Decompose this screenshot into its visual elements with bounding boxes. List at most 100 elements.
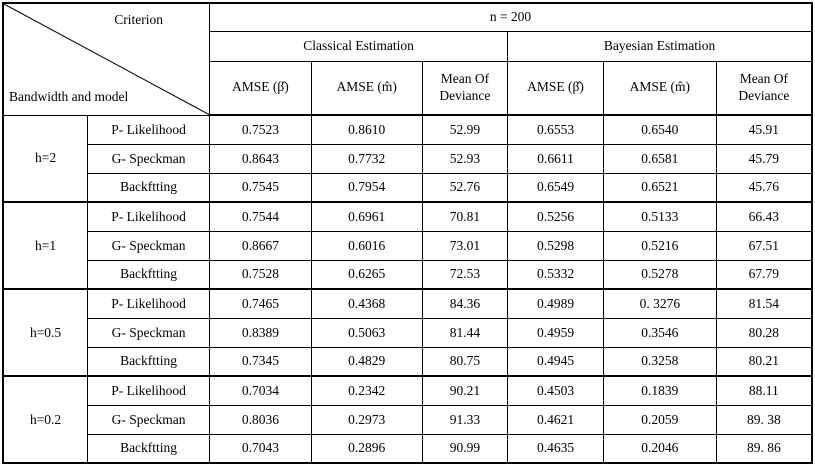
bandwidth-cell: h=0.2 xyxy=(2,375,89,464)
model-cell: G- Speckman xyxy=(87,404,211,435)
value-cell: 0.4959 xyxy=(507,317,604,348)
value-cell: 0.8389 xyxy=(209,317,312,348)
value-cell: 0.6581 xyxy=(602,143,717,174)
n-header-cell: n = 200 xyxy=(209,2,813,32)
value-cell: 45.91 xyxy=(715,114,813,145)
value-cell: 0.7528 xyxy=(209,259,312,290)
diagonal-line xyxy=(4,4,209,115)
value-cell: 89. 86 xyxy=(715,433,813,464)
value-cell: 0.5256 xyxy=(507,201,604,232)
value-cell: 0.5278 xyxy=(602,259,717,290)
classical-estimation-header: Classical Estimation xyxy=(209,30,509,62)
header-row-columns: AMSE (β̂) AMSE (m̂) Mean Of Deviance AMSE (… xyxy=(3,60,813,116)
value-cell: 0.6611 xyxy=(507,143,604,174)
value-cell: 81.44 xyxy=(421,317,509,348)
value-cell: 0.4989 xyxy=(507,288,604,319)
value-cell: 81.54 xyxy=(715,288,813,319)
col-header: AMSE (β̂) xyxy=(507,60,604,116)
value-cell: 67.51 xyxy=(715,230,813,261)
value-cell: 0.4368 xyxy=(310,288,423,319)
value-cell: 0. 3276 xyxy=(602,288,717,319)
table-row: Backftting 0.7345 0.4829 80.75 0.4945 0.3258 8… xyxy=(3,346,813,377)
table-row: G- Speckman 0.8389 0.5063 81.44 0.4959 0.3546… xyxy=(3,317,813,348)
value-cell: 0.1839 xyxy=(602,375,717,406)
col-header: Mean Of Deviance xyxy=(421,60,509,116)
value-cell: 70.81 xyxy=(421,201,509,232)
value-cell: 0.5063 xyxy=(310,317,423,348)
value-cell: 0.8036 xyxy=(209,404,312,435)
col-header: AMSE (m̂) xyxy=(602,60,717,116)
model-cell: P- Likelihood xyxy=(87,201,211,232)
value-cell: 89. 38 xyxy=(715,404,813,435)
model-cell: P- Likelihood xyxy=(87,288,211,319)
value-cell: 73.01 xyxy=(421,230,509,261)
table-row: h=0.2 P- Likelihood 0.7034 0.2342 90.21 0.450… xyxy=(2,375,813,464)
bandwidth-cell: h=0.5 xyxy=(2,288,89,377)
value-cell: 0.6521 xyxy=(602,172,717,203)
value-cell: 0.7544 xyxy=(209,201,312,232)
value-cell: 80.28 xyxy=(715,317,813,348)
value-cell: 0.6553 xyxy=(507,114,604,145)
col-header: AMSE (β̂) xyxy=(209,60,312,116)
bayesian-estimation-header: Bayesian Estimation xyxy=(507,30,813,62)
value-cell: 0.7345 xyxy=(209,346,312,377)
value-cell: 52.76 xyxy=(421,172,509,203)
model-cell: G- Speckman xyxy=(87,317,211,348)
value-cell: 0.7732 xyxy=(310,143,423,174)
value-cell: 90.99 xyxy=(421,433,509,464)
value-cell: 0.7545 xyxy=(209,172,312,203)
table-row: G- Speckman 0.8036 0.2973 91.33 0.4621 0.2059… xyxy=(3,404,813,435)
value-cell: 0.5332 xyxy=(507,259,604,290)
value-cell: 52.93 xyxy=(421,143,509,174)
table-row: G- Speckman 0.8643 0.7732 52.93 0.6611 0.6581… xyxy=(3,143,813,174)
value-cell: 80.75 xyxy=(421,346,509,377)
table-row: Backftting 0.7545 0.7954 52.76 0.6549 0.6521 4… xyxy=(3,172,813,203)
value-cell: 0.6961 xyxy=(310,201,423,232)
criterion-label: Criterion xyxy=(114,12,164,27)
value-cell: 0.7043 xyxy=(209,433,312,464)
value-cell: 0.4635 xyxy=(507,433,604,464)
value-cell: 0.4621 xyxy=(507,404,604,435)
value-cell: 88.11 xyxy=(715,375,813,406)
value-cell: 0.7465 xyxy=(209,288,312,319)
value-cell: 0.7034 xyxy=(209,375,312,406)
model-cell: Backftting xyxy=(87,172,211,203)
corner-cell: Criterion Bandwidth and model xyxy=(2,2,211,116)
value-cell: 0.6549 xyxy=(507,172,604,203)
bandwidth-model-label: Bandwidth and model xyxy=(9,88,129,104)
value-cell: 91.33 xyxy=(421,404,509,435)
value-cell: 0.3546 xyxy=(602,317,717,348)
model-cell: Backftting xyxy=(87,433,211,464)
bandwidth-cell: h=1 xyxy=(2,201,89,290)
value-cell: 0.2896 xyxy=(310,433,423,464)
value-cell: 0.2046 xyxy=(602,433,717,464)
value-cell: 67.79 xyxy=(715,259,813,290)
value-cell: 0.6540 xyxy=(602,114,717,145)
model-cell: P- Likelihood xyxy=(87,375,211,406)
value-cell: 52.99 xyxy=(421,114,509,145)
bandwidth-cell: h=2 xyxy=(2,114,89,203)
value-cell: 0.2059 xyxy=(602,404,717,435)
table-row: h=1 P- Likelihood 0.7544 0.6961 70.81 0.5256 0… xyxy=(2,201,813,290)
value-cell: 0.5298 xyxy=(507,230,604,261)
value-cell: 0.7523 xyxy=(209,114,312,145)
model-cell: Backftting xyxy=(87,259,211,290)
value-cell: 0.7954 xyxy=(310,172,423,203)
table-row: Backftting 0.7528 0.6265 72.53 0.5332 0.5278 6… xyxy=(3,259,813,290)
value-cell: 0.2973 xyxy=(310,404,423,435)
value-cell: 45.79 xyxy=(715,143,813,174)
table-row: Backftting 0.7043 0.2896 90.99 0.4635 0.2046 8… xyxy=(3,433,813,464)
value-cell: 45.76 xyxy=(715,172,813,203)
value-cell: 80.21 xyxy=(715,346,813,377)
value-cell: 0.4945 xyxy=(507,346,604,377)
value-cell: 0.8643 xyxy=(209,143,312,174)
value-cell: 0.4829 xyxy=(310,346,423,377)
value-cell: 0.3258 xyxy=(602,346,717,377)
model-cell: Backftting xyxy=(87,346,211,377)
value-cell: 0.6016 xyxy=(310,230,423,261)
table-row: h=0.5 P- Likelihood 0.7465 0.4368 84.36 0.498… xyxy=(2,288,813,377)
col-header: Mean Of Deviance xyxy=(715,60,813,116)
value-cell: 0.6265 xyxy=(310,259,423,290)
